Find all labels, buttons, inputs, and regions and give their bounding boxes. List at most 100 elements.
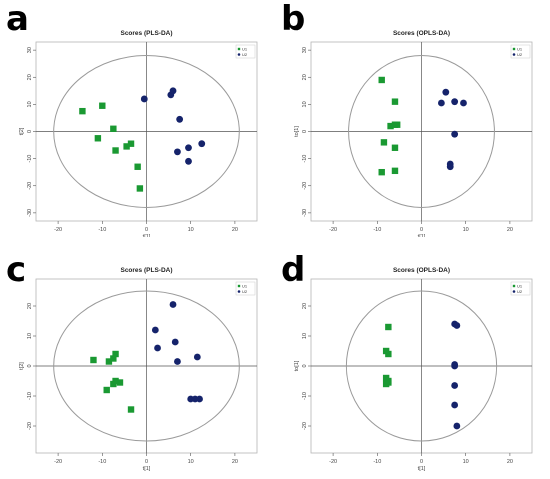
pa-confidence-ellipse [53,55,240,208]
chart-d: Scores (OPLS-DA) -20 -10 0 10 20 -20 -10 0 10 20 t[… [294,267,533,472]
panel-c: Scores (PLS-DA) -20 -10 0 10 20 -20 -10 0 10 20 t[1… [0,237,275,474]
pc-title: Scores (PLS-DA) [120,267,172,274]
pa-point-u1 [134,163,141,170]
pa-point-u1 [99,102,106,109]
chart-b: Scores (OPLS-DA) -20 -10 0 10 20 -30 -20 -10 0 10 2… [294,30,533,240]
pb-point-u2 [446,163,454,171]
pb-point-u1 [393,121,401,128]
pb-y-axis-label: to[1] [294,126,300,137]
pb-ytick-label: -10 [302,155,308,163]
pa-ytick-label: 30 [27,47,33,53]
pd-title: Scores (OPLS-DA) [393,267,450,274]
pa-xtick-label: 20 [232,227,238,233]
pb-title: Scores (OPLS-DA) [393,30,450,37]
pb-legend [510,44,531,59]
pa-legend-label-u1: U1 [242,47,248,52]
pd-legend-marker-u1 [512,284,516,288]
pd-point-u2 [451,401,459,409]
panel-d: Scores (OPLS-DA) -20 -10 0 10 20 -20 -10 0 10 20 t[… [275,237,550,474]
pa-point-u2 [198,140,206,148]
pc-xtick-label: -20 [54,459,62,465]
panel-letter-d: d [281,250,306,290]
pa-point-u2 [185,144,192,152]
pa-point-u1 [110,125,117,132]
pc-ytick-label: 20 [27,303,33,309]
pa-point-u2 [169,87,177,95]
pc-confidence-ellipse [53,290,240,442]
pa-legend-marker-u2 [237,53,241,56]
pc-point-u2 [171,338,179,346]
pa-legend [235,44,256,59]
pc-x-axis-label: t[1] [143,466,151,472]
pa-xtick-label: 0 [145,227,148,233]
pb-ytick-label: 10 [302,101,308,107]
pd-xtick-label: -10 [373,459,381,465]
pd-legend-marker-u2 [512,290,516,293]
pa-point-u1 [123,143,130,150]
pd-ytick-label: 10 [302,333,308,339]
pd-ytick-label: -10 [302,392,308,400]
pc-ytick-label: -20 [27,422,33,430]
pb-xtick-label: -10 [373,227,381,233]
pa-xtick-label: -10 [98,227,106,233]
pa-point-u1 [79,107,86,115]
pc-point-u2 [196,395,203,403]
pd-point-u1 [385,350,392,358]
panel-letter-a: a [6,0,29,39]
pb-ytick-label: 30 [302,47,308,53]
pc-xtick-label: 20 [232,459,238,465]
panel-b: Scores (OPLS-DA) -20 -10 0 10 20 -30 -20 -10 0 10 2… [275,0,550,240]
pb-point-u2 [442,88,450,96]
pc-point-u2 [154,344,161,352]
pa-point-u2 [185,157,192,165]
pd-legend-label-u2: U2 [517,289,523,294]
pd-xtick-label: -20 [329,459,337,465]
pb-point-u1 [387,122,394,130]
pc-point-u1 [112,377,119,385]
pc-point-u1 [116,379,124,386]
pb-xtick-label: 0 [420,227,423,233]
pb-legend-label-u1: U1 [517,47,523,52]
pc-legend [235,281,256,296]
pb-ytick-label: -20 [302,182,308,190]
pc-xtick-label: 10 [188,459,194,465]
pd-legend [510,281,531,296]
pb-point-u2 [460,99,467,107]
pa-xtick-label: -20 [54,227,62,233]
pa-point-u1 [136,185,144,192]
pb-point-u1 [378,76,385,84]
pb-point-u1 [378,168,385,176]
pb-xtick-label: -20 [329,227,337,233]
panel-a: Scores (PLS-DA) -20 -10 0 10 20 -30 -20 -10 0 10 20… [0,0,275,240]
pa-ytick-label: 0 [27,130,33,133]
pc-point-u2 [169,301,177,308]
pd-point-u1 [382,380,390,388]
pa-ytick-label: -20 [27,182,33,190]
pc-point-u1 [127,406,135,413]
pa-xtick-label: 10 [188,227,194,233]
pb-legend-label-u2: U2 [517,52,523,57]
pc-legend-marker-u1 [237,284,241,288]
pa-y-axis-label: t[2] [19,127,25,135]
pd-confidence-ellipse [345,290,498,442]
pc-ytick-label: 10 [27,333,33,339]
pd-point-u2 [453,422,461,430]
pc-point-u1 [112,350,119,358]
pa-point-u2 [140,95,148,103]
chart-c: Scores (PLS-DA) -20 -10 0 10 20 -20 -10 0 10 20 t[1… [19,267,258,472]
pc-point-u1 [90,356,97,364]
pd-legend-label-u1: U1 [517,284,523,289]
pb-point-u1 [391,167,399,175]
panel-letter-b: b [281,0,306,39]
pc-ytick-label: -10 [27,392,33,400]
pa-point-u1 [94,135,102,142]
pa-ytick-label: 10 [27,101,33,107]
pa-ytick-label: 20 [27,74,33,80]
pc-point-u2 [151,326,159,334]
pa-point-u2 [176,115,184,123]
pd-xtick-label: 20 [507,459,513,465]
pd-ytick-label: -20 [302,422,308,430]
pb-ytick-label: -30 [302,209,308,217]
pc-legend-label-u1: U1 [242,284,248,289]
pb-legend-marker-u2 [512,53,516,56]
